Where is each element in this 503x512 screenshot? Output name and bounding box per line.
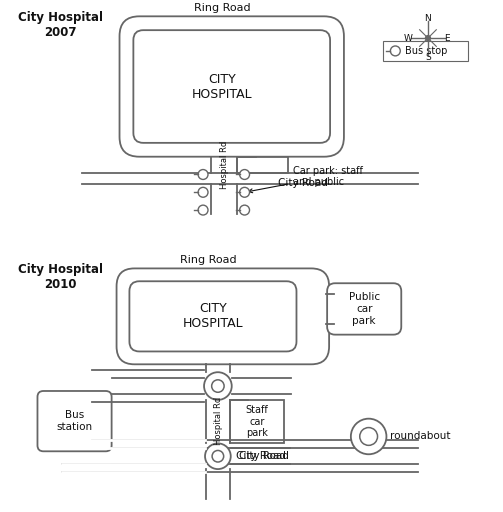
Circle shape [205, 443, 231, 469]
Circle shape [239, 205, 249, 215]
Text: Ring Road: Ring Road [194, 4, 250, 13]
Bar [237, 157, 288, 173]
Text: Ring Road: Ring Road [180, 255, 236, 265]
FancyBboxPatch shape [133, 30, 330, 143]
Circle shape [212, 451, 224, 462]
Text: Hospital Rd: Hospital Rd [220, 140, 229, 189]
Text: City Road: City Road [238, 451, 289, 461]
Text: Car park: staff
and public: Car park: staff and public [248, 166, 363, 193]
Text: City Hospital
2010: City Hospital 2010 [18, 264, 103, 291]
Text: roundabout: roundabout [390, 432, 451, 441]
Circle shape [351, 419, 386, 454]
Text: Bus stop: Bus stop [405, 46, 448, 56]
FancyBboxPatch shape [327, 283, 401, 335]
Text: S: S [425, 53, 431, 62]
Circle shape [239, 169, 249, 179]
Circle shape [198, 187, 208, 197]
Text: Bus
station: Bus station [56, 410, 93, 432]
Bar [383, 41, 467, 61]
Text: N: N [425, 14, 432, 23]
Circle shape [204, 372, 232, 400]
FancyBboxPatch shape [129, 281, 296, 351]
Text: City Hospital
2007: City Hospital 2007 [18, 11, 103, 39]
Text: CITY
HOSPITAL: CITY HOSPITAL [183, 303, 243, 330]
Text: City Road: City Road [236, 451, 286, 461]
Circle shape [212, 380, 224, 392]
FancyBboxPatch shape [120, 16, 344, 157]
Circle shape [198, 205, 208, 215]
Circle shape [360, 428, 378, 445]
Text: Public
car
park: Public car park [349, 292, 380, 326]
Circle shape [198, 169, 208, 179]
Text: Staff
car
park: Staff car park [245, 405, 268, 438]
FancyBboxPatch shape [37, 391, 112, 451]
Text: City Road: City Road [278, 179, 328, 188]
Circle shape [426, 36, 431, 40]
Circle shape [390, 46, 400, 56]
Text: CITY
HOSPITAL: CITY HOSPITAL [192, 73, 252, 100]
Circle shape [239, 187, 249, 197]
Text: E: E [445, 34, 450, 42]
Text: Hospital Rd: Hospital Rd [214, 397, 223, 445]
FancyBboxPatch shape [117, 268, 329, 365]
Bar [230, 400, 284, 443]
Text: W: W [404, 34, 413, 42]
